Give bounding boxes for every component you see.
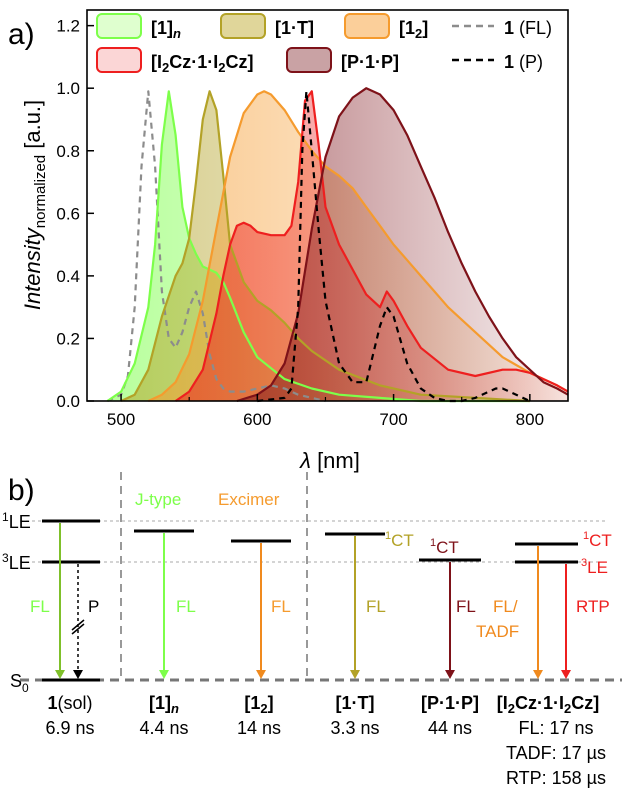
x-tick-label: 600 [243,410,271,429]
diagram-12: FL [231,539,291,679]
compound-time-1t: 3.3 ns [330,718,379,738]
compound-time-i2cz-rtp: RTP: 158 µs [506,768,606,788]
compound-name-12: [12] [244,693,273,716]
compound-name-1-sol: 1(sol) [47,693,92,713]
y-tick-label: 0.2 [56,329,80,348]
label-3le: 3LE [581,557,608,577]
label-1ct: 1CT [385,530,414,550]
label-fl: FL [176,597,196,616]
arrow-fl-tadf-head [533,670,543,679]
series-line-1-t [120,90,530,403]
compound-time-1-sol: 6.9 ns [45,718,94,738]
section-excimer: Excimer [218,490,280,509]
compound-name-p1p: [P·1·P] [421,693,479,713]
svg-text:[I2Cz·1·I2Cz]: [I2Cz·1·I2Cz] [151,52,253,75]
legend-item-p1p: [P·1·P] [286,47,399,73]
arrow-p-head [73,670,83,679]
diagram-i2cz: 1CT 3LE FL/ TADF RTP [476,530,612,679]
label-fl: FL [366,597,386,616]
compound-name-1t: [1·T] [336,693,375,713]
legend-item-i2cz: [I2Cz·1·I2Cz] [96,47,253,75]
break-mark [71,623,85,635]
series-line-1-p [257,90,531,403]
svg-text:[12]: [12] [399,18,428,41]
label-p: P [88,597,99,616]
label-1ct: 1CT [430,537,459,557]
x-tick-label: 700 [379,410,407,429]
legend-swatch [96,47,142,73]
diagram-1n: FL [134,529,196,679]
panel-b-label: b) [8,474,35,507]
legend-item-1-p: 1 (P) [452,52,543,72]
y-tick-label: 1.2 [56,17,80,36]
y-axis-label: Intensitynormalized [a.u.] [20,100,49,310]
compound-time-12: 14 ns [237,718,281,738]
compound-labels: 1(sol) 6.9 ns [1]n 4.4 ns [12] 14 ns [1·… [45,693,606,788]
x-tick-label: 800 [516,410,544,429]
y-tick-label: 1.0 [56,79,80,98]
compound-time-i2cz-fl: FL: 17 ns [518,718,593,738]
label-tadf: TADF [476,622,519,641]
x-tick-label: 500 [107,410,135,429]
plot-frame [86,9,569,402]
compound-time-1n: 4.4 ns [139,718,188,738]
y-tick-label: 0.8 [56,142,80,161]
arrow-fl-head [445,670,455,679]
series-line-12 [147,90,569,402]
x-axis: 500 600 700 800 [107,394,544,429]
legend-item-1n: [1]n [96,13,181,41]
svg-text:[1]n: [1]n [151,18,181,41]
label-fl: FL [271,597,291,616]
spectra-series [106,87,569,403]
compound-time-p1p: 44 ns [428,718,472,738]
legend-swatch [286,47,332,73]
series-fill-p-1-p [236,88,568,401]
label-fl: FL [456,597,476,616]
legend-item-12: [12] [344,13,428,41]
diagram-p1p: 1CT FL [419,537,481,679]
compound-name-i2cz: [I2Cz·1·I2Cz] [497,693,599,716]
arrow-fl-head [256,670,266,679]
legend: [1]n [1·T] [12] 1 (FL) [I2Cz·1·I2Cz] [P·… [96,13,552,75]
legend-item-1t: [1·T] [220,13,314,39]
diagram-1-sol: FL P [30,519,100,682]
svg-text:[P·1·P]: [P·1·P] [341,52,399,72]
y-tick-label: 0.6 [56,204,80,223]
section-jtype: J-type [135,490,181,509]
level-label-s0: S0 [10,671,29,695]
label-rtp: RTP [576,597,610,616]
legend-swatch [344,13,390,39]
svg-text:1 (P): 1 (P) [504,52,543,72]
svg-text:[1·T]: [1·T] [275,18,314,38]
x-axis-label: λ [nm] [299,448,360,473]
y-axis: 0.0 0.2 0.4 0.6 0.8 1.0 1.2 [56,17,94,411]
legend-item-1-fl: 1 (FL) [452,18,552,38]
label-fl: FL [30,597,50,616]
panel-a-label: a) [8,18,35,51]
diagram-1t: 1CT FL [325,530,414,679]
level-label-1le: 1LE [2,510,31,532]
arrow-rtp-head [561,670,571,679]
compound-time-i2cz-tadf: TADF: 17 µs [506,743,606,763]
label-1ct: 1CT [583,530,612,550]
y-tick-label: 0.0 [56,392,80,411]
label-fl-slash: FL/ [493,597,518,616]
svg-text:1 (FL): 1 (FL) [504,18,552,38]
compound-name-1n: [1]n [149,693,179,716]
break-mark [71,619,85,631]
legend-swatch [220,13,266,39]
legend-swatch [96,13,142,39]
series-fill-i2cz-1-i2cz [175,91,569,402]
series-line-1-fl [106,90,326,403]
level-label-3le: 3LE [2,551,31,573]
arrow-fl-head [159,670,169,679]
arrow-fl-head [350,670,360,679]
y-tick-label: 0.4 [56,267,80,286]
arrow-fl-head [55,670,65,679]
